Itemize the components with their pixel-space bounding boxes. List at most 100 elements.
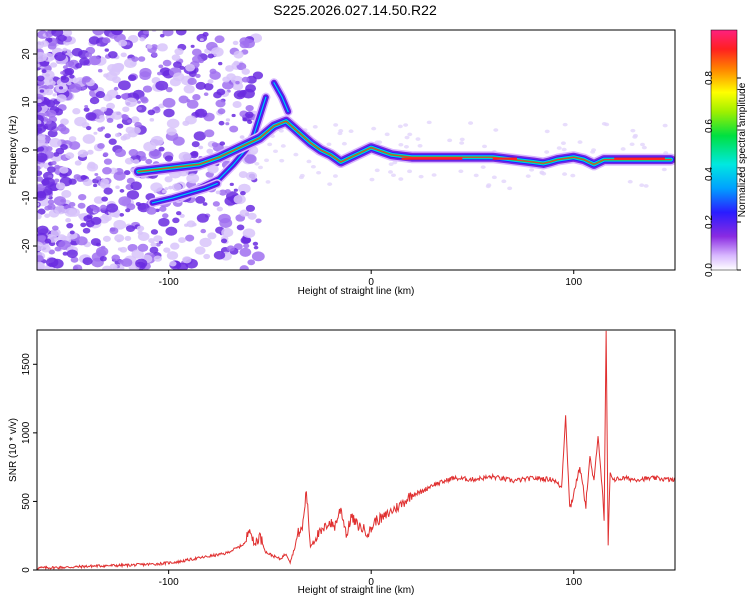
- noise-speck: [59, 123, 65, 128]
- noise-speck: [67, 231, 78, 240]
- spectrogram-y-label: Frequency (Hz): [8, 116, 19, 185]
- noise-speck: [163, 247, 171, 253]
- spectrogram-ridge-band-5: [137, 120, 672, 173]
- noise-speck: [137, 230, 144, 236]
- noise-speck: [109, 227, 119, 235]
- noise-speck: [114, 148, 126, 158]
- noise-speck: [190, 44, 195, 48]
- noise-speck: [158, 240, 163, 244]
- noise-speck: [491, 175, 497, 180]
- noise-speck: [162, 213, 169, 219]
- noise-speck: [138, 56, 146, 62]
- noise-speck: [196, 213, 209, 223]
- noise-speck: [170, 242, 180, 250]
- noise-speck: [190, 150, 199, 157]
- colorbar-gradient: [710, 29, 738, 271]
- colorbar-tick-label: 0.0: [704, 263, 715, 277]
- snr-panel: -100 0 100 0 500 1000 1500 Height of straight…: [8, 329, 676, 596]
- noise-speck: [53, 196, 67, 206]
- noise-speck: [157, 43, 168, 52]
- noise-speck: [403, 144, 409, 149]
- noise-speck: [398, 142, 404, 147]
- noise-speck: [458, 169, 464, 174]
- noise-speck: [123, 170, 131, 176]
- noise-speck: [279, 158, 285, 163]
- noise-speck: [140, 96, 148, 102]
- noise-speck: [94, 173, 99, 177]
- noise-speck: [97, 68, 103, 73]
- noise-speck: [77, 202, 86, 209]
- noise-speck: [202, 202, 208, 206]
- noise-speck: [37, 261, 45, 270]
- noise-speck: [185, 234, 195, 242]
- noise-speck: [195, 81, 207, 90]
- noise-speck: [62, 251, 68, 256]
- noise-speck: [239, 40, 250, 49]
- noise-speck: [131, 56, 139, 62]
- noise-speck: [258, 165, 264, 170]
- noise-speck: [37, 133, 46, 141]
- spectrogram-x-label: Height of straight line (km): [298, 286, 415, 297]
- colorbar: 0.0 0.2 0.4 0.6 0.8 Normalized spectral ampl…: [704, 29, 748, 277]
- noise-speck: [133, 159, 140, 165]
- noise-speck: [253, 245, 259, 250]
- noise-speck: [210, 47, 224, 57]
- noise-speck: [247, 212, 257, 220]
- noise-speck: [560, 141, 566, 145]
- noise-speck: [233, 90, 246, 100]
- noise-speck: [218, 120, 225, 126]
- noise-speck: [172, 61, 182, 69]
- noise-speck: [172, 72, 185, 82]
- noise-speck: [125, 225, 136, 233]
- noise-speck: [92, 206, 101, 213]
- noise-speck: [245, 204, 255, 212]
- noise-speck: [72, 108, 81, 115]
- noise-speck: [219, 141, 226, 146]
- noise-speck: [468, 121, 474, 125]
- noise-speck: [126, 190, 140, 200]
- noise-speck: [267, 142, 273, 147]
- chart-title: S225.2026.027.14.50.R22: [273, 2, 437, 18]
- noise-speck: [172, 136, 185, 146]
- noise-speck: [77, 149, 88, 158]
- noise-speck: [68, 178, 77, 185]
- noise-speck: [57, 34, 67, 42]
- noise-speck: [45, 146, 53, 152]
- noise-speck: [105, 71, 118, 82]
- colorbar-tick-label: 0.4: [704, 167, 715, 181]
- noise-speck: [207, 232, 217, 240]
- noise-speck: [251, 251, 265, 262]
- noise-speck: [404, 135, 410, 140]
- noise-speck: [194, 246, 206, 255]
- noise-speck: [66, 49, 72, 53]
- noise-speck: [247, 259, 256, 266]
- noise-speck: [48, 249, 55, 255]
- noise-speck: [153, 255, 162, 262]
- noise-speck: [162, 30, 174, 37]
- noise-speck: [122, 133, 131, 140]
- noise-speck: [58, 240, 71, 251]
- noise-speck: [168, 185, 173, 190]
- noise-speck: [82, 134, 96, 144]
- noise-speck: [108, 138, 117, 145]
- noise-speck: [310, 164, 316, 169]
- noise-speck: [118, 39, 128, 47]
- snr-frame: [36, 329, 676, 571]
- noise-speck: [264, 158, 270, 163]
- noise-speck: [134, 121, 142, 128]
- spectrogram-x-ticks: -100 0 100: [159, 270, 583, 288]
- noise-speck: [139, 37, 145, 42]
- noise-speck: [95, 242, 101, 247]
- noise-speck: [82, 227, 91, 234]
- noise-speck: [166, 251, 179, 260]
- noise-speck: [252, 241, 259, 246]
- noise-speck: [103, 187, 113, 195]
- noise-speck: [44, 88, 54, 96]
- snr-ytick-label: 1000: [21, 421, 32, 444]
- noise-speck: [85, 52, 93, 58]
- noise-speck: [113, 86, 119, 91]
- noise-speck: [137, 243, 149, 252]
- noise-speck: [62, 47, 68, 52]
- noise-speck: [37, 52, 47, 63]
